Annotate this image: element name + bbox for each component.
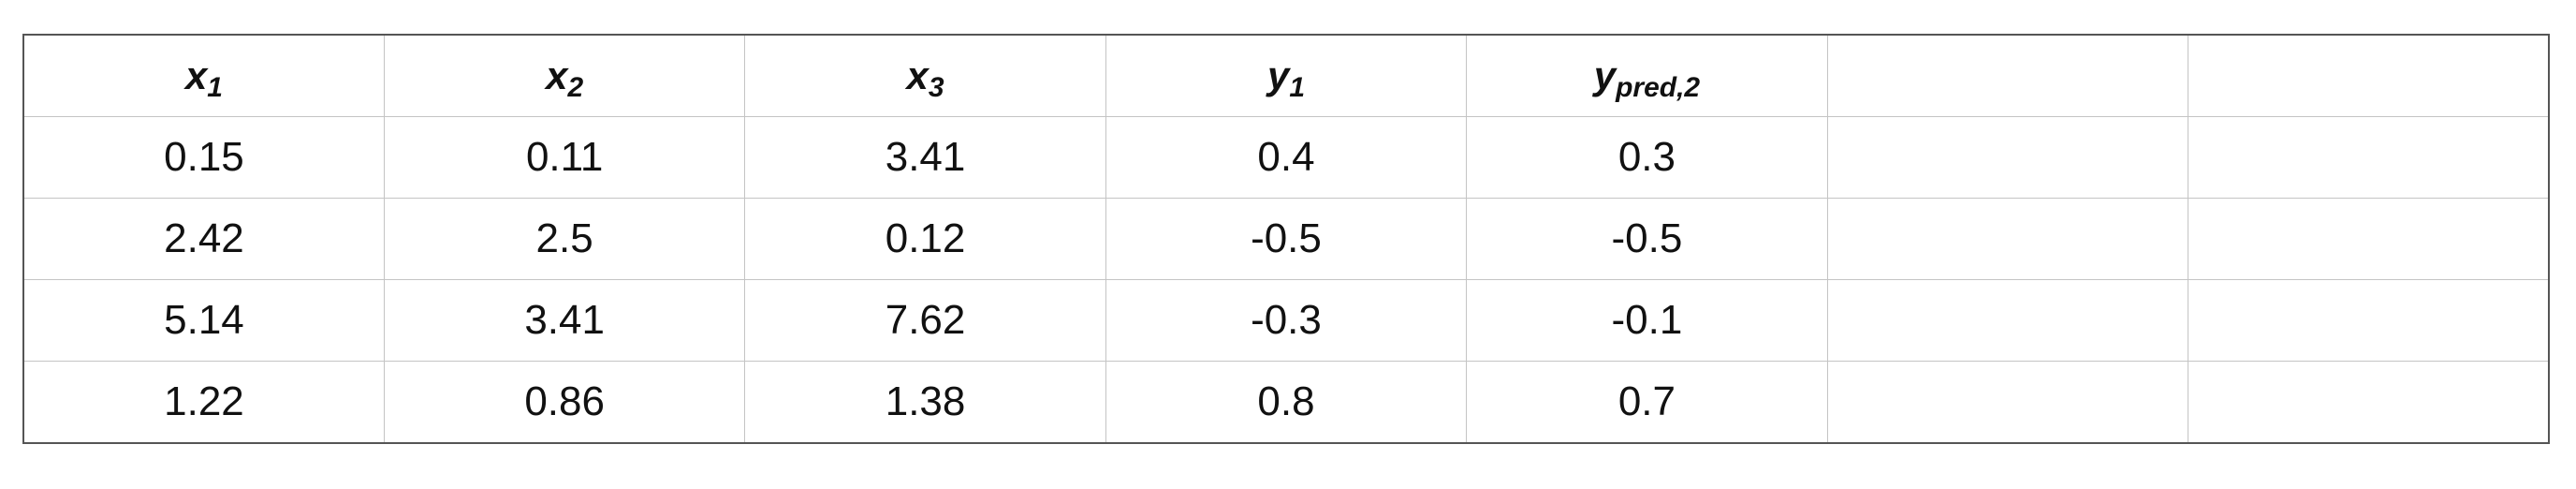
- table-cell: 0.86: [383, 361, 746, 444]
- table-cell: -0.5: [1466, 197, 1828, 281]
- table-cell: [1826, 115, 2189, 199]
- table-body: 0.15 0.11 3.41 0.4 0.3 2.42 2.5 0.12 -0.…: [22, 115, 2550, 444]
- header-cell-x3: x3: [744, 34, 1106, 117]
- table-cell: 0.15: [22, 115, 385, 199]
- header-base: x: [546, 52, 568, 97]
- data-table: x1 x2 x3 y1 ypred,2 0.15 0.11 3.41 0.4 0…: [22, 34, 2550, 444]
- header-subscript: 3: [928, 71, 944, 103]
- header-subscript: 1: [207, 71, 223, 103]
- header-subscript: pred,2: [1616, 71, 1701, 103]
- table-cell: -0.5: [1105, 197, 1468, 281]
- table-cell: 0.12: [744, 197, 1106, 281]
- header-cell-ypred2: ypred,2: [1466, 34, 1828, 117]
- header-base: y: [1593, 52, 1617, 97]
- table-cell: 2.42: [22, 197, 385, 281]
- table-cell: 0.3: [1466, 115, 1828, 199]
- table-cell: 2.5: [383, 197, 746, 281]
- header-base: x: [906, 52, 929, 97]
- table-cell: 1.38: [744, 361, 1106, 444]
- header-cell-x2: x2: [383, 34, 746, 117]
- header-cell-x1: x1: [22, 34, 385, 117]
- table-cell: 0.11: [383, 115, 746, 199]
- table-cell: 0.4: [1105, 115, 1468, 199]
- table-cell: 5.14: [22, 278, 385, 363]
- table-cell: -0.1: [1466, 278, 1828, 363]
- header-cell-empty-7: [2188, 34, 2550, 117]
- table-cell: 7.62: [744, 278, 1106, 363]
- header-base: x: [184, 52, 208, 97]
- table-header: x1 x2 x3 y1 ypred,2: [22, 34, 2550, 117]
- header-cell-y1: y1: [1105, 34, 1468, 117]
- table-row: 1.22 0.86 1.38 0.8 0.7: [22, 361, 2550, 444]
- table-row: 0.15 0.11 3.41 0.4 0.3: [22, 115, 2550, 199]
- table-cell: [1826, 361, 2189, 444]
- table-cell: [2188, 115, 2550, 199]
- table-cell: [2188, 361, 2550, 444]
- header-subscript: 1: [1289, 71, 1305, 103]
- table-cell: [1826, 197, 2189, 281]
- table-cell: [2188, 278, 2550, 363]
- table-cell: 1.22: [22, 361, 385, 444]
- table-cell: 3.41: [744, 115, 1106, 199]
- table-cell: [2188, 197, 2550, 281]
- header-subscript: 2: [567, 71, 584, 103]
- table-cell: 0.7: [1466, 361, 1828, 444]
- header-row: x1 x2 x3 y1 ypred,2: [22, 34, 2550, 117]
- header-cell-empty-6: [1826, 34, 2189, 117]
- table-cell: 3.41: [383, 278, 746, 363]
- table-cell: [1826, 278, 2189, 363]
- header-base: y: [1266, 52, 1290, 97]
- table-row: 5.14 3.41 7.62 -0.3 -0.1: [22, 278, 2550, 363]
- table-cell: -0.3: [1105, 278, 1468, 363]
- table-cell: 0.8: [1105, 361, 1468, 444]
- table-row: 2.42 2.5 0.12 -0.5 -0.5: [22, 197, 2550, 281]
